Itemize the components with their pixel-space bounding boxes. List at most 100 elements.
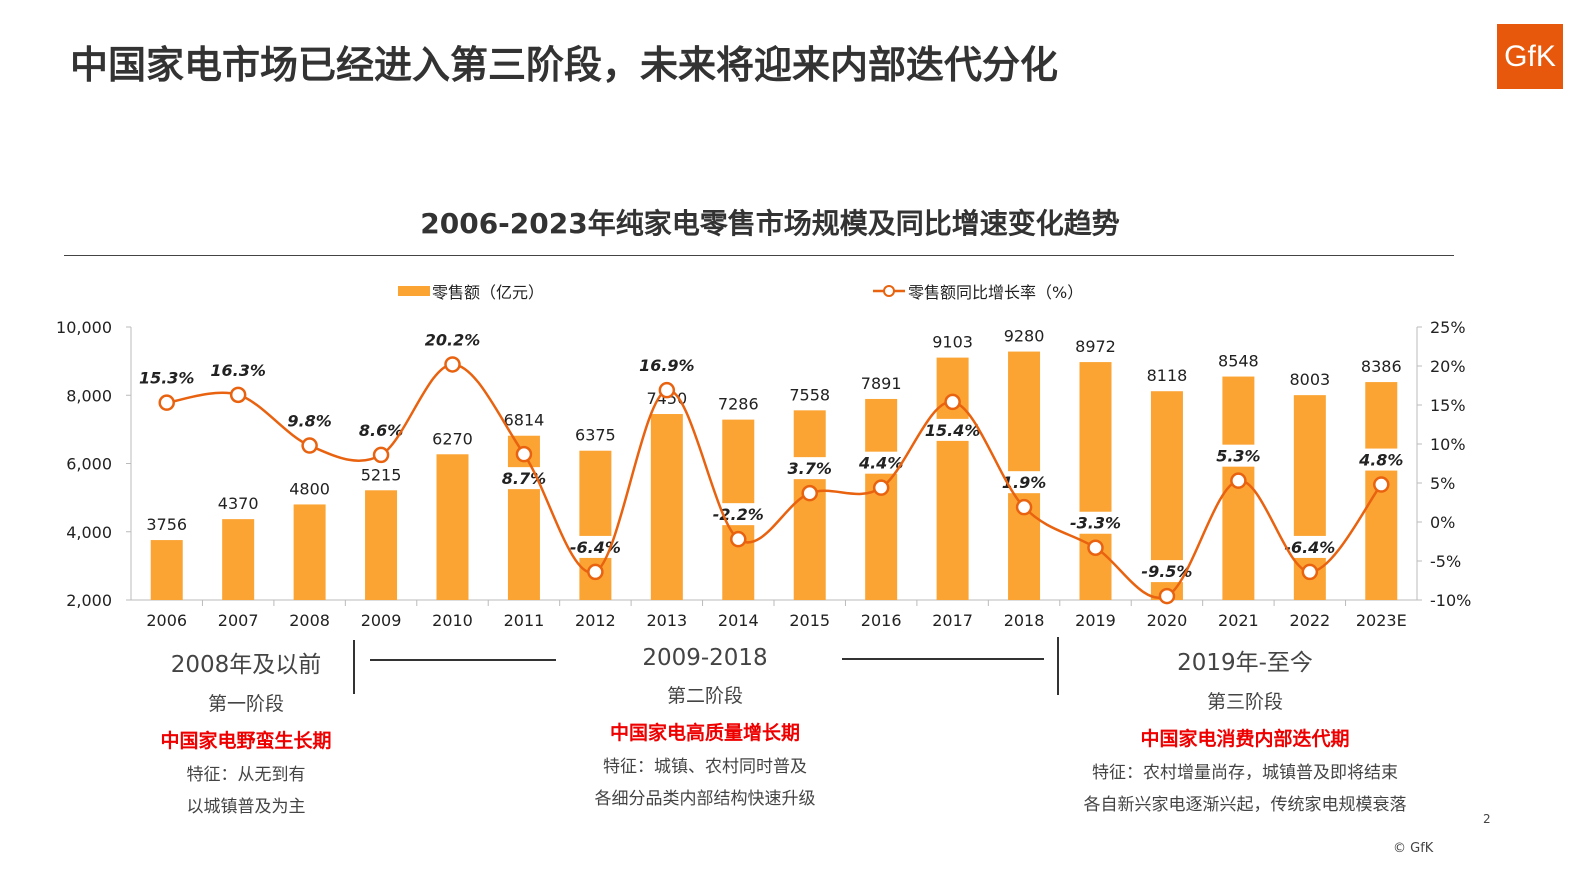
growth-value-label: 3.7% xyxy=(788,459,832,478)
bar-value-label: 4800 xyxy=(289,479,330,498)
right-tick-label: -5% xyxy=(1430,552,1461,571)
growth-point xyxy=(801,484,818,502)
bar-value-label: 9280 xyxy=(1004,327,1045,346)
legend-line-label: 零售额同比增长率（%） xyxy=(908,283,1083,302)
left-tick-label: 10,000 xyxy=(56,318,112,337)
phase-range: 2019年-至今 xyxy=(1177,650,1313,676)
growth-value-label: 1.9% xyxy=(1002,473,1046,492)
growth-point xyxy=(587,563,604,581)
growth-label-bg xyxy=(1208,444,1269,467)
growth-point xyxy=(301,437,318,454)
phase-line xyxy=(842,658,1044,660)
x-tick-label: 2017 xyxy=(932,611,973,630)
phase-desc: 特征：农村增量尚存，城镇普及即将结束 xyxy=(1092,763,1398,783)
x-tick-label: 2013 xyxy=(646,611,687,630)
bar-value-label: 8972 xyxy=(1075,337,1116,356)
right-tick-label: 25% xyxy=(1430,318,1466,337)
growth-value-label: 16.9% xyxy=(639,356,695,375)
growth-label-bg xyxy=(851,451,912,474)
bar-value-label: 8386 xyxy=(1361,357,1402,376)
growth-label-bg xyxy=(351,418,412,441)
growth-label-bg xyxy=(1279,535,1340,558)
legend-bar-swatch xyxy=(398,286,430,296)
growth-point xyxy=(1087,539,1104,556)
right-tick-label: -10% xyxy=(1430,591,1471,610)
bar xyxy=(222,519,255,600)
left-tick-label: 6,000 xyxy=(66,455,112,474)
growth-point xyxy=(372,446,390,464)
bar xyxy=(650,414,683,600)
slide-title: 中国家电市场已经进入第三阶段，未来将迎来内部迭代分化 xyxy=(70,43,1059,87)
x-tick-label: 2020 xyxy=(1147,611,1188,630)
bar xyxy=(293,504,326,600)
phase-desc: 各自新兴家电逐渐兴起，传统家电规模衰落 xyxy=(1083,795,1407,815)
left-tick-label: 2,000 xyxy=(66,591,112,610)
legend-bar-label: 零售额（亿元） xyxy=(432,283,544,302)
phase-range: 2008年及以前 xyxy=(170,652,322,678)
growth-point xyxy=(515,445,533,463)
x-tick-label: 2014 xyxy=(718,611,759,630)
x-tick-label: 2016 xyxy=(861,611,902,630)
growth-value-label: 4.4% xyxy=(858,454,903,473)
phase-line xyxy=(370,659,556,661)
phase-headline: 中国家电野蛮生长期 xyxy=(160,730,332,752)
phase-name: 第二阶段 xyxy=(666,685,743,707)
growth-point xyxy=(944,393,961,411)
bar-value-label: 7286 xyxy=(718,395,759,414)
phase-divider xyxy=(353,640,355,694)
title-divider xyxy=(64,255,1454,256)
bar-value-label: 6814 xyxy=(504,411,545,430)
bar-value-label: 7558 xyxy=(789,385,830,404)
growth-value-label: -3.3% xyxy=(1070,514,1121,533)
right-tick-label: 20% xyxy=(1430,357,1466,376)
left-tick-label: 8,000 xyxy=(66,386,112,405)
phase-headline: 中国家电消费内部迭代期 xyxy=(1140,728,1350,750)
growth-label-bg xyxy=(922,418,983,441)
bar-value-label: 3756 xyxy=(146,515,187,534)
growth-value-label: 9.8% xyxy=(287,412,331,431)
right-tick-label: 10% xyxy=(1430,435,1466,454)
phase-divider xyxy=(1057,637,1059,695)
bar-value-label: 6375 xyxy=(575,426,616,445)
growth-point xyxy=(872,479,890,496)
x-tick-label: 2010 xyxy=(432,611,473,630)
x-tick-label: 2012 xyxy=(575,611,616,630)
growth-label-bg xyxy=(708,503,769,526)
growth-label-bg xyxy=(208,358,269,381)
growth-point xyxy=(158,394,175,411)
growth-label-bg xyxy=(136,366,197,389)
growth-point xyxy=(1158,587,1176,605)
bar xyxy=(150,540,183,600)
growth-point xyxy=(658,381,676,399)
phase-name: 第三阶段 xyxy=(1206,691,1283,713)
x-tick-label: 2007 xyxy=(218,611,259,630)
growth-label-bg xyxy=(779,457,840,480)
bar xyxy=(365,490,398,600)
growth-value-label: 8.6% xyxy=(359,421,403,440)
growth-point xyxy=(730,530,747,548)
growth-label-bg xyxy=(1351,448,1412,471)
right-tick-label: 15% xyxy=(1430,396,1466,415)
growth-value-label: 5.3% xyxy=(1216,447,1260,466)
bar xyxy=(507,435,540,600)
growth-label-bg xyxy=(636,354,697,377)
gfk-logo: GfK xyxy=(1497,24,1563,89)
growth-point xyxy=(444,356,461,373)
growth-value-label: 16.3% xyxy=(210,361,266,380)
bar-value-label: 8548 xyxy=(1218,352,1259,371)
growth-value-label: 15.3% xyxy=(139,369,195,388)
right-tick-label: 0% xyxy=(1430,513,1455,532)
x-tick-label: 2019 xyxy=(1075,611,1116,630)
growth-point xyxy=(1373,476,1390,493)
growth-label-bg xyxy=(565,535,626,558)
x-tick-label: 2021 xyxy=(1218,611,1259,630)
growth-label-bg xyxy=(422,328,483,351)
phase-1: 2008年及以前 第一阶段 中国家电野蛮生长期 特征：从无到有 以城镇普及为主 xyxy=(46,645,446,823)
x-tick-label: 2008 xyxy=(289,611,330,630)
bar xyxy=(865,398,898,600)
bar xyxy=(793,410,826,600)
growth-point xyxy=(1230,472,1247,489)
legend-line-marker xyxy=(883,285,895,297)
growth-value-label: 4.8% xyxy=(1358,451,1403,470)
